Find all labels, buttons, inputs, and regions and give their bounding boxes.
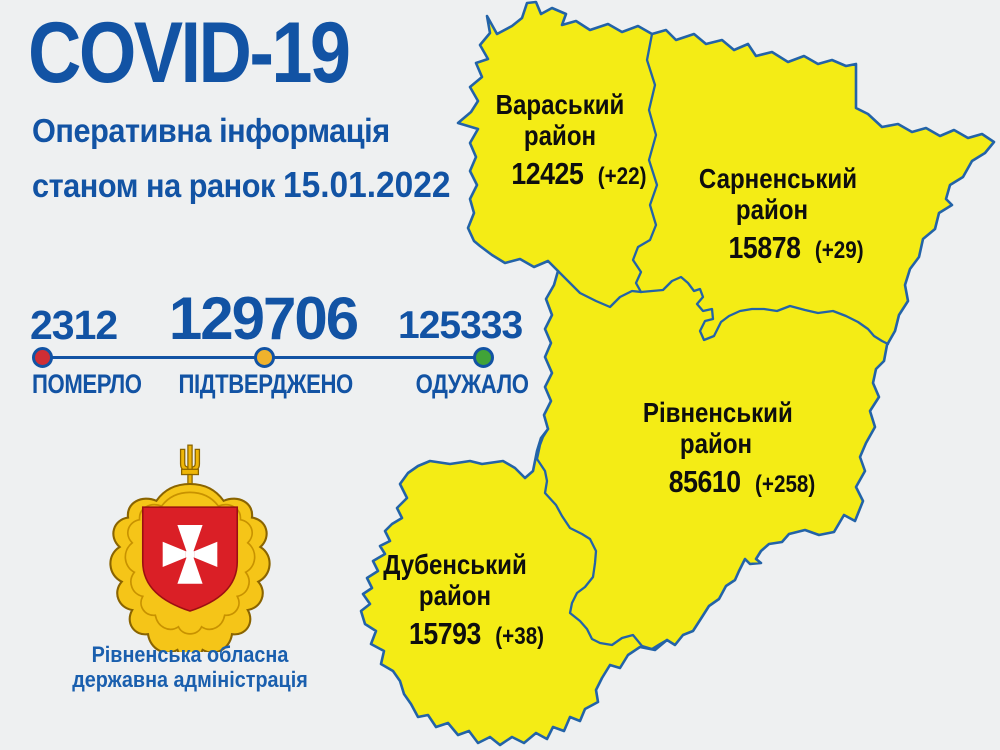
district-type: район xyxy=(418,579,492,611)
district-label-varaskyi: Вараський район 12425 (+22) xyxy=(487,89,647,192)
stat-died-value: 2312 xyxy=(30,302,118,348)
district-delta: (+22) xyxy=(597,162,647,190)
organization-name: Рівненська обласна державна адміністраці… xyxy=(60,642,321,692)
subtitle-line1: Оперативна інформація xyxy=(32,112,390,149)
district-type: район xyxy=(735,193,809,225)
confirmed-dot xyxy=(254,347,275,368)
report-date: 15.01.2022 xyxy=(282,164,451,205)
district-delta: (+38) xyxy=(495,622,545,650)
district-stats: 15878 (+29) xyxy=(723,230,869,266)
cross-icon xyxy=(162,524,218,584)
district-label-rivnensky: Рівненський район 85610 (+258) xyxy=(642,397,815,500)
district-type: район xyxy=(679,427,753,459)
district-stats: 12425 (+22) xyxy=(506,156,652,192)
died-dot xyxy=(32,347,53,368)
border-dubensky-rivnensky xyxy=(535,427,669,651)
district-label-dubensky: Дубенський район 15793 (+38) xyxy=(382,549,544,652)
stat-confirmed-value: 129706 xyxy=(168,285,359,352)
stat-died-label: ПОМЕРЛО xyxy=(32,369,142,399)
page-title: COVID-19 xyxy=(28,5,351,101)
stat-recovered-value: 125333 xyxy=(398,304,523,347)
org-line2: державна адміністрація xyxy=(72,667,308,693)
recovered-dot xyxy=(473,347,494,368)
district-delta: (+258) xyxy=(755,470,816,498)
district-label-sarnensky: Сарненський район 15878 (+29) xyxy=(698,163,864,266)
district-name: Рівненський xyxy=(642,397,793,428)
district-value: 15878 xyxy=(728,229,801,265)
district-value: 12425 xyxy=(511,155,584,191)
district-delta: (+29) xyxy=(814,236,864,264)
district-stats: 15793 (+38) xyxy=(403,616,549,652)
stat-recovered-label: ОДУЖАЛО xyxy=(415,369,529,399)
district-value: 85610 xyxy=(668,463,741,499)
trident-icon xyxy=(179,444,201,485)
stats-timeline xyxy=(32,347,494,369)
border-varaskyi-sarnensky xyxy=(631,32,659,294)
district-name: Вараський xyxy=(495,89,625,120)
cartouche-inner-line xyxy=(124,491,256,635)
subtitle-line2: станом на ранок 15.01.2022 xyxy=(32,164,451,206)
oblast-outline xyxy=(359,0,996,747)
border-north-rivnensky xyxy=(556,269,890,346)
stat-confirmed-label: ПІДТВЕРДЖЕНО xyxy=(178,369,354,399)
org-line1: Рівненська обласна xyxy=(91,642,289,667)
district-name: Сарненський xyxy=(698,163,858,194)
district-type: район xyxy=(523,119,597,151)
rivne-coat-of-arms xyxy=(109,444,271,652)
district-value: 15793 xyxy=(408,615,481,651)
district-name: Дубенський xyxy=(383,549,527,580)
district-stats: 85610 (+258) xyxy=(668,463,816,500)
subtitle-line2-text: станом на ранок xyxy=(32,167,275,204)
